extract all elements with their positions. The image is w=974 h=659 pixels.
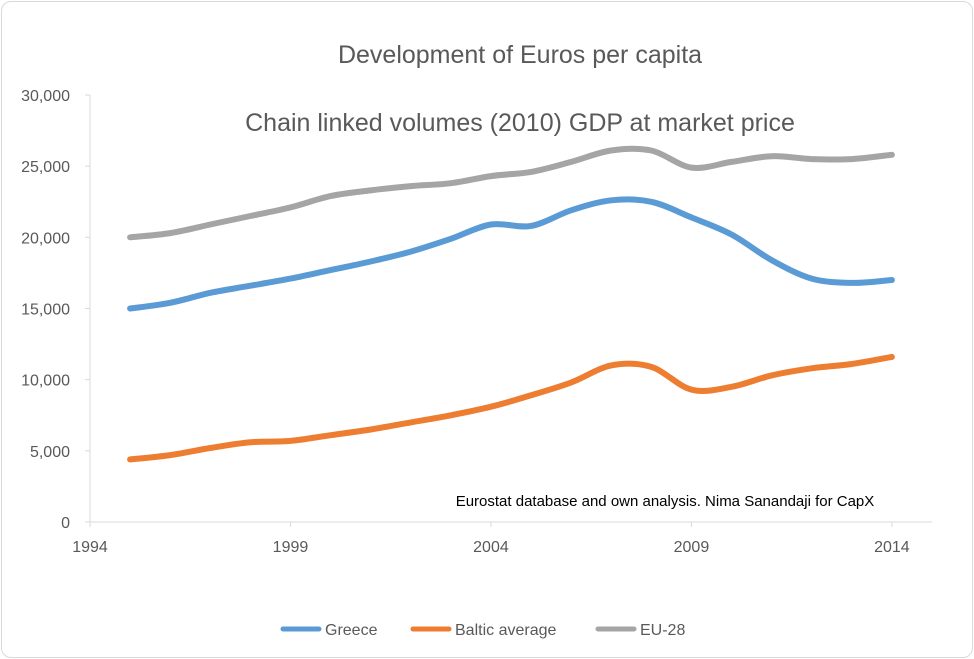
x-axis: 1994 1999 2004 2009 2014 bbox=[72, 521, 932, 556]
x-tick-label: 1999 bbox=[273, 539, 309, 556]
legend-label-greece: Greece bbox=[325, 622, 378, 639]
source-annotation: Eurostat database and own analysis. Nima… bbox=[456, 493, 875, 510]
y-axis: 0 5,000 10,000 15,000 20,000 25,000 30,000 bbox=[21, 88, 91, 532]
series-line-greece bbox=[127, 196, 895, 312]
x-tick-label: 2004 bbox=[473, 539, 509, 556]
legend-label-baltic-average: Baltic average bbox=[455, 622, 556, 639]
x-tick-label: 2014 bbox=[874, 539, 910, 556]
y-tick-label: 5,000 bbox=[30, 444, 70, 461]
legend-label-eu-28: EU-28 bbox=[640, 622, 685, 639]
y-tick-label: 20,000 bbox=[21, 230, 70, 247]
y-tick-label: 30,000 bbox=[21, 88, 70, 105]
chart-subtitle: Chain linked volumes (2010) GDP at marke… bbox=[245, 109, 795, 137]
y-tick-label: 10,000 bbox=[21, 373, 70, 390]
y-tick-label: 15,000 bbox=[21, 302, 70, 319]
series-line-eu-28 bbox=[127, 145, 895, 241]
legend: Greece Baltic average EU-28 bbox=[280, 622, 685, 639]
x-tick-label: 2009 bbox=[674, 539, 710, 556]
chart-title: Development of Euros per capita bbox=[338, 41, 702, 69]
y-tick-label: 25,000 bbox=[21, 159, 70, 176]
series-line-baltic-average bbox=[127, 353, 895, 463]
x-tick-label: 1994 bbox=[72, 539, 108, 556]
y-tick-label: 0 bbox=[61, 515, 70, 532]
series-layer bbox=[127, 145, 895, 463]
